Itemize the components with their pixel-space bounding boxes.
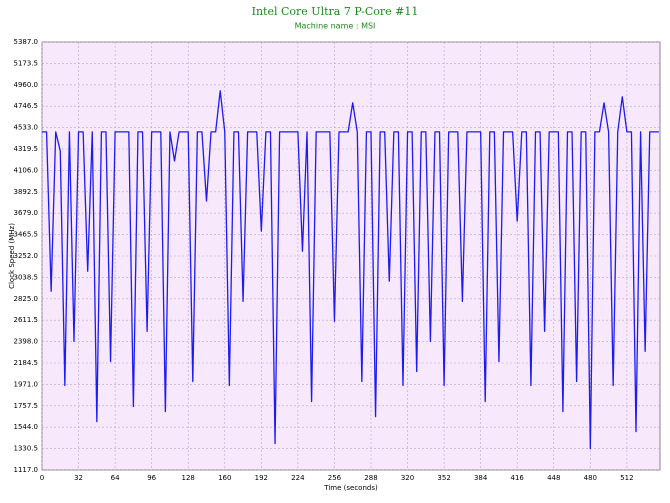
y-tick-label: 1971.0 xyxy=(14,380,39,388)
x-tick-label: 224 xyxy=(291,474,305,482)
x-tick-label: 160 xyxy=(218,474,231,482)
x-tick-label: 256 xyxy=(328,474,342,482)
x-tick-label: 96 xyxy=(147,474,156,482)
x-tick-label: 192 xyxy=(255,474,268,482)
x-tick-label: 480 xyxy=(584,474,597,482)
y-tick-label: 2398.0 xyxy=(14,338,39,346)
x-tick-label: 512 xyxy=(620,474,633,482)
y-tick-label: 4960.0 xyxy=(14,81,39,89)
x-tick-label: 384 xyxy=(474,474,488,482)
y-tick-label: 4106.0 xyxy=(14,166,39,174)
x-tick-label: 352 xyxy=(437,474,450,482)
x-tick-label: 320 xyxy=(401,474,414,482)
y-tick-label: 1330.5 xyxy=(14,445,39,453)
y-tick-label: 5387.0 xyxy=(14,38,39,46)
y-tick-label: 3465.5 xyxy=(14,231,39,239)
y-tick-label: 3679.0 xyxy=(14,209,39,217)
y-tick-label: 5173.5 xyxy=(14,59,39,67)
y-tick-label: 1544.0 xyxy=(14,423,39,431)
x-tick-label: 416 xyxy=(511,474,525,482)
x-tick-label: 64 xyxy=(111,474,120,482)
x-tick-label: 32 xyxy=(74,474,83,482)
y-tick-label: 4533.0 xyxy=(14,124,39,132)
y-tick-label: 1117.0 xyxy=(14,466,39,474)
y-tick-label: 4319.5 xyxy=(14,145,39,153)
y-tick-label: 3252.0 xyxy=(14,252,39,260)
y-axis-label: Clock Speed (MHz) xyxy=(8,223,16,289)
x-tick-label: 288 xyxy=(364,474,377,482)
y-tick-label: 3038.5 xyxy=(14,273,39,281)
chart-title: Intel Core Ultra 7 P-Core #11 xyxy=(252,5,419,18)
y-tick-label: 2611.5 xyxy=(14,316,39,324)
y-tick-label: 4746.5 xyxy=(14,102,39,110)
x-tick-label: 448 xyxy=(547,474,560,482)
data-line xyxy=(42,90,659,450)
x-tick-label: 128 xyxy=(182,474,195,482)
y-tick-label: 2184.5 xyxy=(14,359,39,367)
y-tick-label: 2825.0 xyxy=(14,295,39,303)
y-tick-label: 3892.5 xyxy=(14,188,39,196)
chart-subtitle: Machine name : MSI xyxy=(295,22,376,31)
y-tick-label: 1757.5 xyxy=(14,402,39,410)
x-axis-label: Time (seconds) xyxy=(323,484,378,492)
x-tick-label: 0 xyxy=(40,474,44,482)
